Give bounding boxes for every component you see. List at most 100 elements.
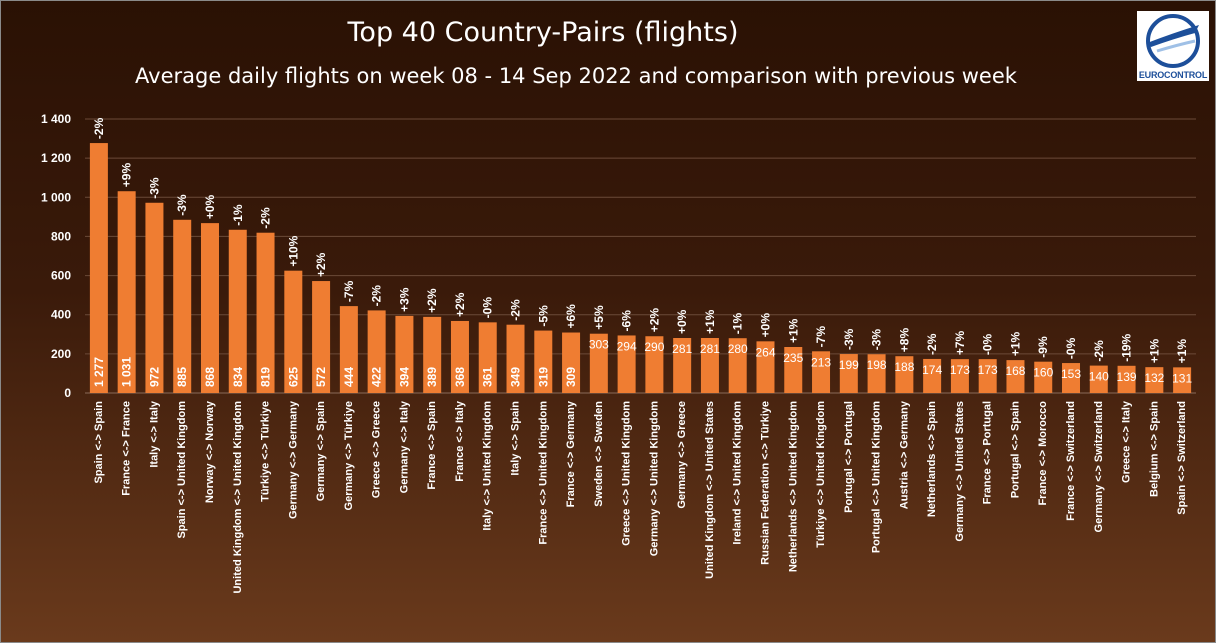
bar (506, 324, 525, 393)
category-label: Portugal <-> Portugal (843, 401, 855, 513)
bar (1006, 360, 1025, 393)
category-label: Norway <-> Norway (204, 400, 216, 503)
bar-value-label: 290 (644, 340, 664, 354)
bar-value-label: 394 (397, 367, 411, 387)
bar (1145, 367, 1164, 393)
category-label: Portugal <-> Spain (1009, 401, 1021, 498)
category-label: Russian Federation <-> Türkiye (759, 401, 771, 565)
bar (617, 335, 636, 393)
change-label: -3% (842, 328, 856, 350)
category-label: Austria <-> Germany (898, 400, 910, 509)
chart-subtitle: Average daily flights on week 08 - 14 Se… (135, 64, 1017, 88)
change-label: -1% (231, 204, 245, 226)
bar (645, 336, 664, 393)
change-label: -3% (147, 177, 161, 199)
category-label: Ireland <-> United Kingdom (732, 401, 744, 545)
category-label: Germany <-> Greece (676, 401, 688, 509)
bar (1062, 363, 1081, 393)
change-label: -0% (981, 333, 995, 355)
change-label: +1% (1008, 331, 1022, 356)
bar-value-label: 264 (755, 345, 775, 359)
bar (117, 191, 136, 393)
bar-value-label: 819 (259, 367, 273, 387)
bar-value-label: 198 (867, 358, 887, 372)
change-label: -3% (175, 194, 189, 216)
category-label: Belgium <-> Spain (1148, 401, 1160, 497)
category-label: United Kingdom <-> United Kingdom (232, 401, 244, 594)
bar (978, 359, 997, 393)
change-label: +1% (1147, 338, 1161, 363)
bar (228, 229, 247, 393)
category-label: France <-> Portugal (982, 401, 994, 504)
change-label: +9% (120, 163, 134, 188)
change-label: -0% (481, 297, 495, 319)
change-label: -9% (1036, 336, 1050, 358)
category-label: Türkiye <-> United Kingdom (815, 401, 827, 548)
category-label: France <-> Spain (426, 401, 438, 490)
bar (784, 347, 803, 393)
bar (673, 338, 692, 393)
eurocontrol-logo: EUROCONTROL (1137, 11, 1209, 81)
bar-value-label: 444 (342, 367, 356, 387)
category-label: Germany <-> Switzerland (1093, 401, 1105, 532)
bar (312, 281, 331, 393)
bar (423, 316, 442, 393)
category-label: United Kingdom <-> United States (704, 401, 716, 579)
bar-value-label: 309 (564, 367, 578, 387)
bar (173, 219, 192, 393)
bar-value-label: 139 (1117, 370, 1137, 384)
y-tick-label: 200 (51, 347, 71, 361)
bar (923, 358, 942, 393)
change-label: -1% (731, 313, 745, 335)
bar-value-label: 303 (589, 338, 609, 352)
change-label: -5% (536, 305, 550, 327)
change-label: +1% (1175, 339, 1189, 364)
change-label: +2% (647, 308, 661, 333)
y-tick-label: 1 000 (41, 190, 71, 204)
change-label: -0% (1064, 337, 1078, 359)
change-label: +8% (897, 328, 911, 353)
change-label: -2% (925, 333, 939, 355)
category-label: Netherlands <-> Spain (926, 401, 938, 517)
bar (89, 143, 108, 393)
bar (1173, 367, 1192, 393)
y-tick-label: 400 (51, 308, 71, 322)
bar (1089, 365, 1108, 393)
category-label: Italy <-> Italy (148, 400, 160, 468)
category-label: France <-> Switzerland (1065, 401, 1077, 521)
change-label: -7% (814, 326, 828, 348)
y-tick-label: 600 (51, 269, 71, 283)
bar-value-label: 422 (370, 367, 384, 387)
bar-value-label: 281 (672, 342, 692, 356)
category-label: Sweden <-> Sweden (593, 401, 605, 507)
category-label: Germany <-> United States (954, 401, 966, 542)
category-label: Germany <-> United Kingdom (648, 401, 660, 556)
change-label: -19% (1120, 333, 1134, 361)
change-label: +3% (397, 287, 411, 312)
logo-text: EUROCONTROL (1138, 70, 1208, 80)
category-label: France <-> Italy (454, 400, 466, 482)
change-label: +0% (675, 309, 689, 334)
y-tick-label: 1 200 (41, 151, 71, 165)
bar-value-label: 572 (314, 367, 328, 387)
bar (700, 338, 719, 393)
bar (478, 322, 497, 393)
change-label: +0% (203, 194, 217, 219)
change-label: +6% (564, 304, 578, 329)
change-label: +2% (425, 288, 439, 313)
category-label: Netherlands <-> United Kingdom (787, 401, 799, 572)
chart-title: Top 40 Country-Pairs (flights) (347, 17, 739, 48)
category-label: Spain <-> Spain (93, 401, 105, 484)
category-label: France <-> United Kingdom (537, 401, 549, 545)
category-label: Spain <-> United Kingdom (176, 401, 188, 539)
category-label: France <-> Germany (565, 400, 577, 507)
bar-value-label: 199 (839, 358, 859, 372)
bar (756, 341, 775, 393)
category-label: Italy <-> United Kingdom (482, 401, 494, 531)
bar-value-label: 625 (286, 367, 300, 387)
category-label: Portugal <-> United Kingdom (871, 401, 883, 553)
change-label: -6% (620, 310, 634, 332)
bar-value-label: 885 (175, 367, 189, 387)
